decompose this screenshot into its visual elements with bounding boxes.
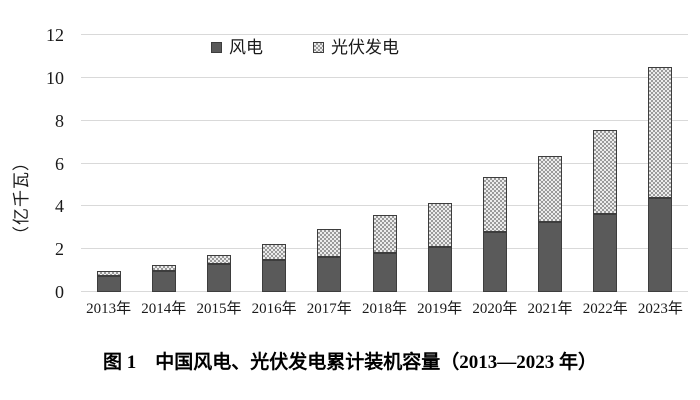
gridline: [81, 34, 688, 35]
y-tick-label: 4: [55, 196, 64, 217]
bar-segment-solar: [482, 177, 507, 232]
gridline: [81, 205, 688, 207]
bar-segment-wind: [262, 260, 287, 292]
x-tick-label: 2017年: [306, 301, 352, 317]
bar-segment-solar: [151, 265, 176, 272]
bar-segment-solar: [427, 203, 452, 248]
y-tick-label: 8: [55, 110, 64, 131]
x-tick-label: 2019年: [417, 301, 463, 317]
bar-segment-wind: [317, 256, 342, 292]
gridline: [81, 119, 688, 121]
gridline: [81, 162, 688, 164]
bar-segment-wind: [372, 252, 397, 292]
x-tick-label: 2015年: [196, 301, 242, 317]
bar-segment-solar: [538, 156, 563, 222]
plot-area: [81, 34, 688, 292]
bar-segment-wind: [593, 213, 618, 292]
y-tick-label: 6: [55, 153, 64, 174]
legend-item-wind: 风电: [211, 39, 263, 56]
x-tick-label: 2018年: [361, 301, 407, 317]
bar-segment-wind: [538, 221, 563, 292]
y-tick-label: 12: [46, 25, 64, 45]
bar-segment-solar: [317, 228, 342, 257]
chart-area: （亿千瓦） 风电 光伏发电 0 2 4 6 8 10 12 2013年 2014年 2015年 20…: [12, 25, 688, 317]
legend-label-wind: 风电: [229, 38, 263, 57]
y-tick-label: 0: [55, 282, 64, 302]
solar-swatch-icon: [313, 42, 324, 53]
x-tick-label: 2013年: [86, 301, 132, 317]
bar-segment-wind: [427, 247, 452, 292]
bar-segment-wind: [482, 231, 507, 292]
bar-segment-solar: [262, 243, 287, 261]
gridline: [81, 76, 688, 78]
y-tick-label: 10: [46, 67, 64, 88]
bar-segment-solar: [648, 67, 673, 198]
legend: 风电 光伏发电: [211, 39, 399, 56]
figure-caption: 图 1 中国风电、光伏发电累计装机容量（2013—2023 年）: [102, 352, 597, 373]
legend-label-solar: 光伏发电: [331, 38, 399, 57]
x-tick-label: 2021年: [527, 301, 573, 317]
legend-item-solar: 光伏发电: [313, 39, 399, 56]
wind-swatch-icon: [211, 42, 222, 53]
y-tick-label: 2: [55, 239, 64, 260]
bar-segment-wind: [648, 197, 673, 292]
bar-segment-wind: [151, 271, 176, 292]
x-tick-label: 2022年: [582, 301, 628, 317]
bar-segment-solar: [206, 254, 231, 264]
x-tick-label: 2016年: [251, 301, 297, 317]
x-tick-label: 2023年: [637, 301, 683, 317]
bar-segment-solar: [96, 271, 121, 276]
x-tick-label: 2014年: [141, 301, 187, 317]
bar-segment-wind: [206, 263, 231, 292]
x-tick-label: 2020年: [472, 301, 518, 317]
bar-segment-solar: [593, 129, 618, 214]
bar-segment-solar: [372, 215, 397, 253]
bar-segment-wind: [96, 275, 121, 292]
